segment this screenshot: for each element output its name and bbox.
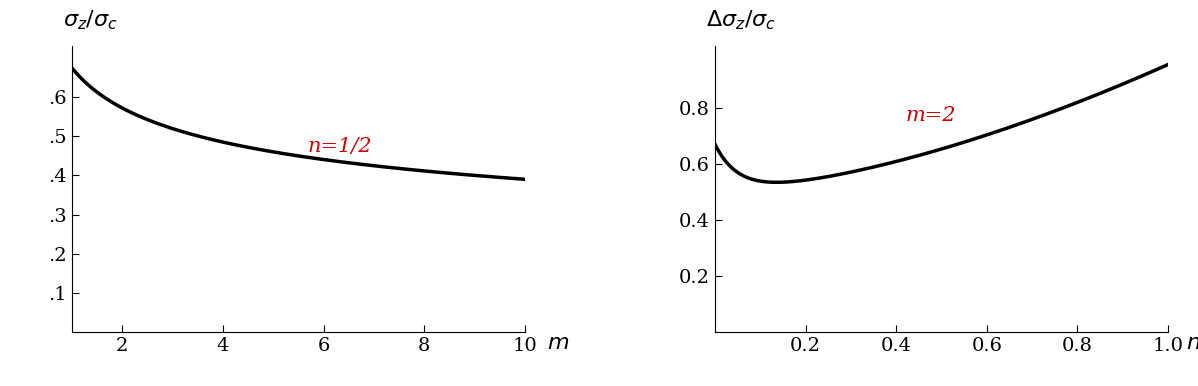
- Text: n=1/2: n=1/2: [308, 137, 371, 156]
- Text: m=2: m=2: [906, 106, 956, 125]
- Text: $\Delta\sigma_z/\sigma_c$: $\Delta\sigma_z/\sigma_c$: [706, 8, 776, 32]
- Text: $m$: $m$: [547, 332, 569, 354]
- Text: $n$: $n$: [1186, 332, 1198, 354]
- Text: $\sigma_z/\sigma_c$: $\sigma_z/\sigma_c$: [62, 8, 117, 32]
